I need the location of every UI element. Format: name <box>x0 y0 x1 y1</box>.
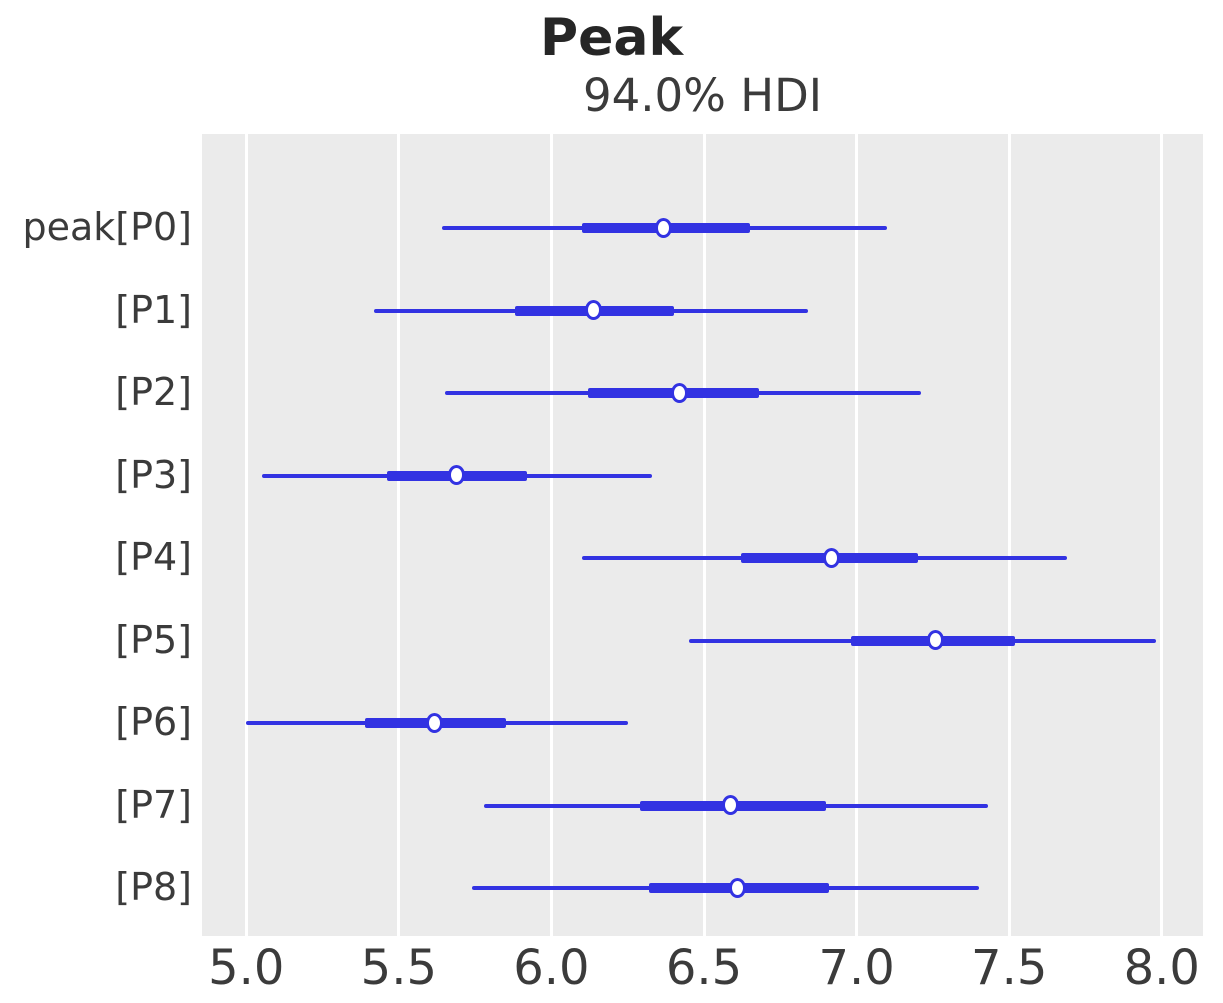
y-tick-label: [P2] <box>115 370 192 415</box>
y-tick-label: [P6] <box>115 700 192 745</box>
plot-title: Peak <box>539 8 684 68</box>
median-marker <box>585 300 603 320</box>
median-marker <box>655 217 673 238</box>
hdi-subtitle: 94.0% HDI <box>582 69 823 122</box>
grid-line <box>397 134 401 936</box>
y-tick-label: [P5] <box>115 617 192 662</box>
median-marker <box>447 465 465 485</box>
y-tick-label: [P3] <box>115 452 192 497</box>
x-tick-label: 5.5 <box>360 940 437 996</box>
x-tick-label: 7.5 <box>971 940 1048 996</box>
median-marker <box>426 712 444 733</box>
plot-area <box>202 134 1203 936</box>
x-tick-label: 5.0 <box>208 940 285 996</box>
y-tick-label: [P8] <box>115 865 192 910</box>
x-tick-label: 7.0 <box>818 940 895 996</box>
y-tick-label: [P4] <box>115 535 192 580</box>
grid-line <box>1160 134 1164 936</box>
y-tick-label: peak[P0] <box>22 205 192 250</box>
grid-line <box>702 134 706 936</box>
median-marker <box>823 547 841 568</box>
x-tick-label: 6.0 <box>513 940 590 996</box>
grid-line <box>855 134 859 936</box>
y-tick-label: [P7] <box>115 782 192 827</box>
median-marker <box>926 630 944 650</box>
grid-line <box>1007 134 1011 936</box>
x-tick-label: 6.5 <box>665 940 743 996</box>
x-tick-label: 8.0 <box>1123 940 1200 996</box>
y-tick-label: [P1] <box>115 287 192 332</box>
grid-line <box>244 134 248 936</box>
median-marker <box>722 795 740 815</box>
median-marker <box>728 877 746 898</box>
median-marker <box>670 382 688 403</box>
grid-line <box>549 134 553 936</box>
